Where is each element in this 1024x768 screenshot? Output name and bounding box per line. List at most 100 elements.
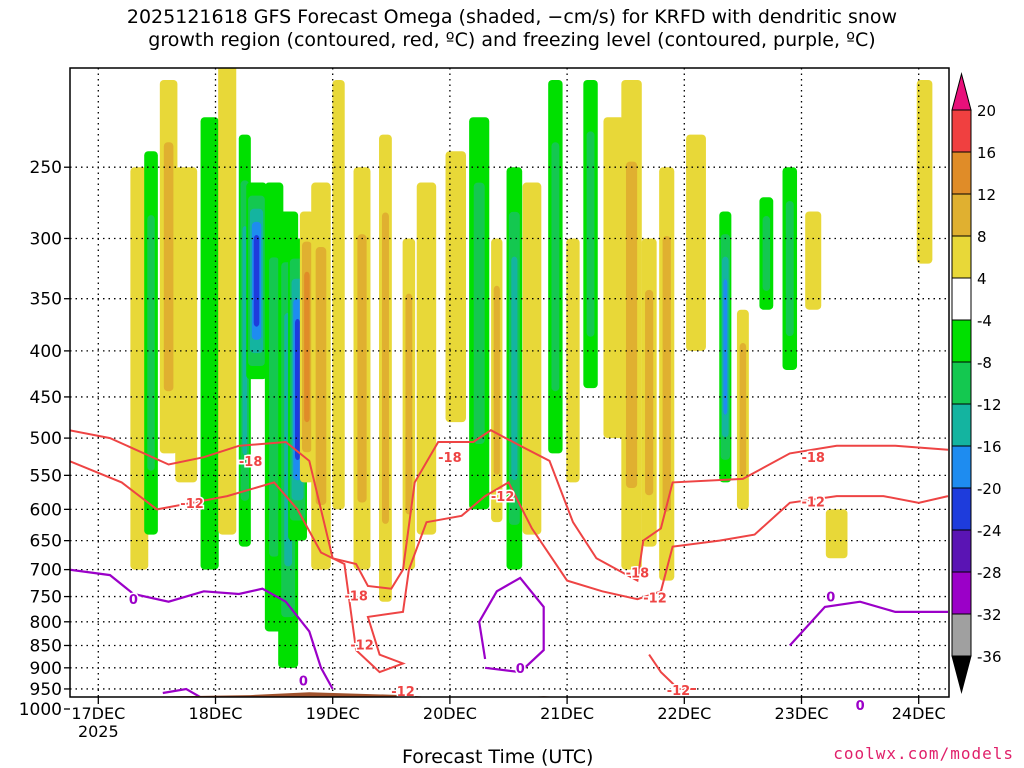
terrain-ground [70, 692, 949, 697]
omega-cell-34-1 [785, 201, 794, 337]
contour-label-0: -18 [239, 455, 263, 470]
contour-label-3: -12 [350, 639, 374, 654]
x-tick-label-0-year: 2025 [78, 722, 119, 741]
omega-cell-13-0 [332, 80, 345, 510]
y-tick-label-350: 350 [30, 290, 62, 310]
x-tick-label-2: 19DEC [306, 704, 360, 723]
contour-label-9: -12 [667, 684, 691, 699]
omega-cell-24-0 [566, 238, 580, 483]
contour-red-minus12b [648, 654, 696, 690]
y-tick-label-250: 250 [30, 158, 62, 178]
x-tick-label-0: 17DEC [71, 704, 125, 723]
omega-cell-11-2 [304, 271, 310, 423]
omega-cell-27-1 [625, 161, 638, 489]
colorbar-swatch-3 [951, 529, 972, 573]
colorbar-label-4: 4 [977, 270, 987, 288]
contour-purple-0d [162, 687, 203, 697]
omega-cell-35-0 [805, 211, 822, 310]
contour-label-5: -18 [438, 451, 462, 466]
colorbar-swatch-8 [951, 319, 972, 363]
omega-cell-5-0 [218, 68, 237, 535]
omega-cell-14-1 [357, 234, 367, 503]
colorbar-swatch-1 [951, 613, 972, 657]
y-tick-label-700: 700 [30, 561, 62, 581]
omega-cell-8-1 [269, 257, 280, 557]
omega-cell-12-1 [315, 247, 327, 506]
colorbar-label--8: -8 [977, 354, 992, 372]
colorbar-label--28: -28 [977, 564, 1002, 582]
colorbar-swatch-9 [951, 277, 972, 321]
contour-label-11: -12 [801, 495, 825, 510]
x-tick-label-4: 21DEC [540, 704, 594, 723]
x-axis-label: Forecast Time (UTC) [402, 746, 594, 768]
omega-cell-23-1 [551, 142, 560, 392]
omega-cell-31-3 [723, 279, 728, 415]
colorbar-label--24: -24 [977, 522, 1002, 540]
colorbar-label-20: 20 [977, 102, 996, 120]
y-tick-label-300: 300 [30, 229, 62, 249]
omega-cell-28-1 [645, 289, 654, 496]
omega-cell-19-1 [473, 182, 485, 445]
contour-purple-0c [788, 600, 948, 647]
y-tick-label-550: 550 [30, 466, 62, 486]
omega-cell-25-1 [586, 131, 595, 337]
colorbar-bottom-arrow [951, 655, 972, 694]
omega-cell-17-0 [416, 182, 437, 535]
omega-cell-26-0 [603, 117, 625, 439]
freezing-level-contours [70, 568, 948, 697]
contour-label-13: 0 [299, 675, 308, 690]
y-tick-label-800: 800 [30, 613, 62, 633]
contour-label-1: -12 [180, 497, 204, 512]
omega-cell-7-4 [253, 234, 260, 327]
y-tick-label-450: 450 [30, 388, 62, 408]
contour-red-minus12 [70, 460, 949, 674]
omega-cell-22-0 [522, 182, 542, 535]
omega-cell-10-4 [294, 319, 301, 461]
colorbar-label-8: 8 [977, 228, 987, 246]
colorbar-label--16: -16 [977, 438, 1002, 456]
colorbar-swatch-12 [951, 151, 972, 195]
x-tick-label-7: 24DEC [892, 704, 946, 723]
x-tick-label-3: 20DEC [423, 704, 477, 723]
y-axis: 250 300 350 400 450 500 550 600 650 700 750 800 850 9… [19, 158, 70, 720]
contour-label-14: 0 [516, 662, 525, 677]
colorbar-swatch-5 [951, 445, 972, 489]
y-tick-label-600: 600 [30, 500, 62, 520]
omega-cell-20-1 [493, 285, 500, 475]
contour-purple-0a [70, 568, 334, 690]
colorbar-label--32: -32 [977, 606, 1002, 624]
contour-label-7: -18 [626, 566, 650, 581]
omega-cell-2-1 [163, 142, 174, 392]
colorbar-label-12: 12 [977, 186, 996, 204]
omega-cell-36-0 [825, 509, 848, 559]
omega-cell-21-2 [511, 256, 518, 481]
grid-lines [70, 68, 949, 697]
colorbar-swatch-2 [951, 571, 972, 615]
colorbar-swatch-13 [951, 109, 972, 153]
x-tick-label-5: 22DEC [657, 704, 711, 723]
colorbar-label--20: -20 [977, 480, 1002, 498]
y-tick-label-650: 650 [30, 532, 62, 552]
contour-label-8: -12 [643, 592, 667, 607]
contour-purple-0b [478, 576, 545, 674]
contour-label-10: -18 [801, 451, 825, 466]
y-tick-label-950: 950 [30, 680, 62, 700]
source-credit[interactable]: coolwx.com/models [833, 744, 1014, 763]
omega-cell-18-0 [445, 151, 466, 423]
omega-cell-15-1 [381, 212, 389, 524]
omega-cell-6-2 [242, 226, 248, 456]
chart-title: 2025121618 GFS Forecast Omega (shaded, −… [126, 6, 898, 51]
x-tick-label-6: 23DEC [775, 704, 829, 723]
omega-cell-16-1 [405, 293, 413, 515]
y-tick-label-500: 500 [30, 429, 62, 449]
omega-cell-0-0 [130, 167, 149, 570]
omega-cell-32-1 [739, 342, 747, 477]
y-tick-label-400: 400 [30, 342, 62, 362]
dendritic-growth-contours [70, 429, 949, 690]
y-tick-label-1000: 1000 [19, 700, 62, 720]
x-tick-label-1: 18DEC [189, 704, 243, 723]
y-tick-label-900: 900 [30, 659, 62, 679]
colorbar-swatch-6 [951, 403, 972, 447]
